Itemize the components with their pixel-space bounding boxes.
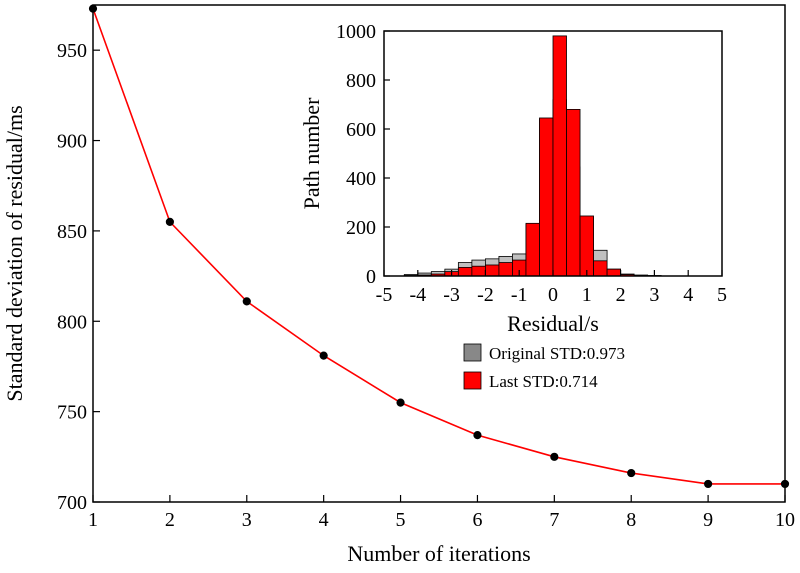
x-tick-label: 7 (549, 509, 559, 531)
inset-x-tick-label: -5 (376, 284, 393, 306)
last-bar (539, 117, 554, 277)
inset-histogram: -5 -4 -3 -2 -1 0 1 2 3 4 5 0 200 400 600 800 1000 Residua… (299, 21, 727, 391)
last-bar (606, 268, 622, 277)
y-tick-label: 700 (57, 492, 87, 514)
inset-x-tick-label: -1 (511, 284, 528, 306)
y-tick-label: 900 (57, 131, 87, 153)
x-axis-label: Number of iterations (347, 541, 530, 566)
x-tick-label: 2 (165, 509, 175, 531)
inset-x-tick-label: 5 (717, 284, 727, 306)
legend-swatch (463, 343, 482, 362)
last-bar (471, 265, 486, 277)
last-bar (566, 109, 581, 277)
last-bar (457, 267, 473, 277)
x-tick-label: 1 (88, 509, 98, 531)
inset-x-tick-label: -3 (443, 284, 460, 306)
inset-x-tick-label: 3 (649, 284, 659, 306)
legend-label: Last STD:0.714 (489, 372, 598, 391)
inset-x-tick-label: -2 (477, 284, 494, 306)
x-tick-label: 9 (703, 509, 713, 531)
x-tick-label: 8 (626, 509, 636, 531)
inset-y-tick-label: 400 (346, 168, 376, 190)
inset-y-tick-label: 600 (346, 119, 376, 141)
inset-x-axis-label: Residual/s (507, 311, 599, 336)
data-point (550, 452, 559, 461)
last-bar (552, 35, 567, 277)
data-point (396, 398, 405, 407)
x-tick-label: 6 (472, 509, 482, 531)
data-point (473, 431, 482, 440)
inset-y-axis-label: Path number (299, 97, 324, 209)
last-bar (484, 264, 500, 277)
x-tick-label: 5 (396, 509, 406, 531)
last-bar (525, 222, 540, 277)
last-bar (498, 262, 513, 277)
inset-y-tick-label: 1000 (336, 21, 376, 43)
y-tick-label: 800 (57, 311, 87, 333)
inset-x-tick-label: 2 (616, 284, 626, 306)
y-axis-label: Standard deviation of residual/ms (2, 105, 27, 401)
data-point (704, 479, 713, 489)
data-point (319, 351, 328, 360)
series-line (92, 8, 785, 485)
inset-x-tick-label: 4 (683, 284, 693, 306)
data-point (88, 4, 98, 13)
y-tick-label: 950 (57, 40, 87, 62)
main-plot-frame (92, 4, 786, 503)
legend-label: Original STD:0.973 (489, 344, 625, 363)
data-point (165, 217, 174, 226)
y-tick-label: 750 (57, 402, 87, 424)
last-bar (579, 215, 594, 277)
last-bar (593, 260, 608, 277)
y-tick-label: 850 (57, 221, 87, 243)
inset-y-tick-label: 200 (346, 217, 376, 239)
inset-y-tick-label: 800 (346, 70, 376, 92)
x-tick-label: 4 (319, 509, 329, 531)
x-tick-label: 3 (242, 509, 252, 531)
inset-x-tick-label: 0 (548, 284, 558, 306)
data-point (780, 479, 790, 489)
x-tick-label: 10 (775, 509, 795, 531)
legend-swatch (463, 371, 482, 390)
data-point (242, 297, 251, 306)
data-point (627, 468, 636, 478)
inset-x-tick-label: -4 (409, 284, 426, 306)
inset-y-tick-label: 0 (366, 266, 376, 288)
inset-x-tick-label: 1 (582, 284, 592, 306)
